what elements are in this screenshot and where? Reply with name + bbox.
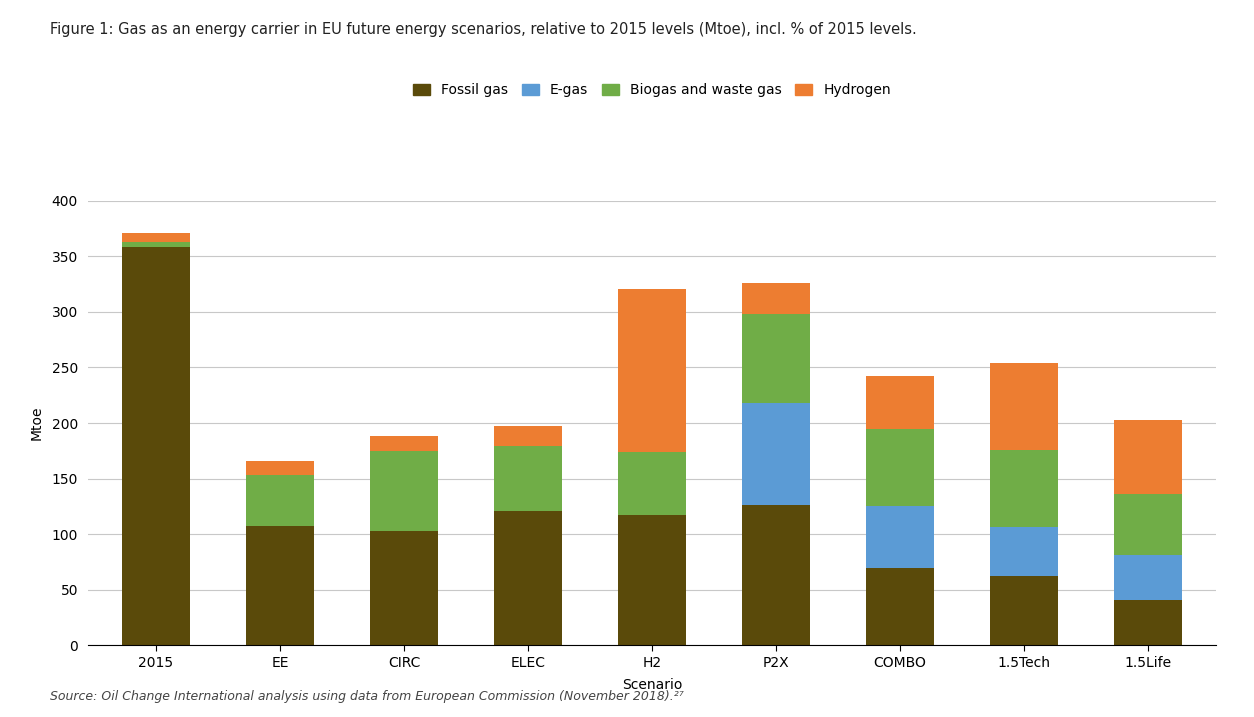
Bar [1114, 494, 1183, 555]
Bar [742, 403, 810, 505]
Bar [991, 528, 1058, 576]
Bar [494, 427, 562, 447]
Y-axis label: Mtoe: Mtoe [29, 406, 44, 440]
Text: Figure 1: Gas as an energy carrier in EU future energy scenarios, relative to 20: Figure 1: Gas as an energy carrier in EU… [50, 22, 917, 37]
Bar [370, 451, 438, 531]
Bar [618, 288, 686, 452]
Bar [494, 511, 562, 645]
Bar [867, 376, 934, 429]
Bar [122, 233, 191, 242]
X-axis label: Scenario: Scenario [622, 678, 682, 692]
Text: Source: Oil Change International analysis using data from European Commission (N: Source: Oil Change International analysi… [50, 690, 683, 703]
Bar [246, 526, 314, 645]
Bar [991, 363, 1058, 450]
Legend: Fossil gas, E-gas, Biogas and waste gas, Hydrogen: Fossil gas, E-gas, Biogas and waste gas,… [414, 83, 890, 98]
Bar [742, 283, 810, 314]
Bar [246, 475, 314, 526]
Bar [494, 447, 562, 511]
Bar [618, 516, 686, 645]
Bar [370, 531, 438, 645]
Bar [867, 429, 934, 506]
Bar [991, 576, 1058, 645]
Bar [867, 568, 934, 645]
Bar [991, 450, 1058, 528]
Bar [246, 461, 314, 475]
Bar [742, 314, 810, 403]
Bar [1114, 599, 1183, 645]
Bar [370, 437, 438, 451]
Bar [1114, 555, 1183, 599]
Bar [618, 452, 686, 516]
Bar [122, 242, 191, 247]
Bar [122, 247, 191, 645]
Bar [867, 506, 934, 568]
Bar [742, 505, 810, 645]
Bar [1114, 419, 1183, 494]
